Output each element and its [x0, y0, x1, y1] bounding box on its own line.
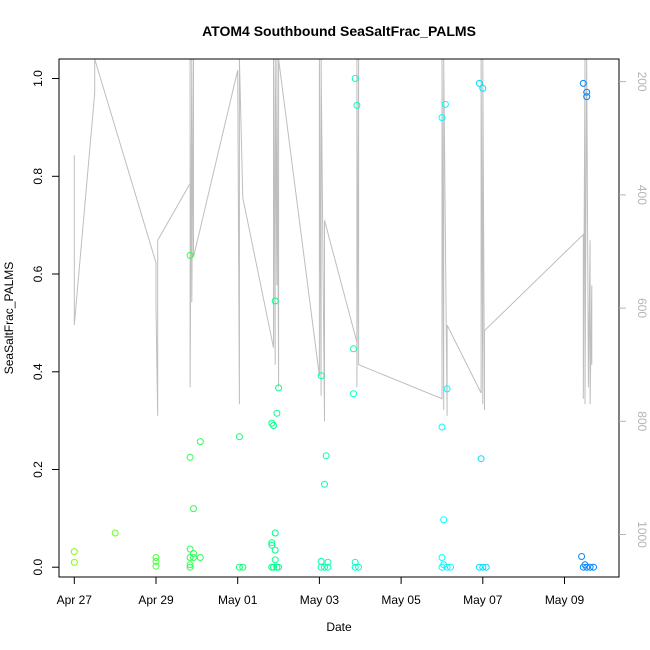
data-point: [583, 563, 591, 571]
chart-title: ATOM4 Southbound SeaSaltFrac_PALMS: [202, 23, 476, 39]
data-point: [321, 563, 328, 571]
data-point: [351, 563, 359, 571]
data-point: [271, 546, 279, 554]
y-axis-label: SeaSaltFrac_PALMS: [2, 262, 16, 375]
data-point: [578, 553, 586, 560]
y-tick-label: 0.8: [31, 168, 45, 185]
data-point: [190, 550, 197, 557]
data-point: [271, 556, 279, 564]
y-tick-label: 0.0: [31, 559, 45, 576]
data-point: [235, 563, 243, 571]
x-tick-label: May 07: [463, 593, 503, 607]
x-tick-label: May 05: [381, 593, 421, 607]
data-point: [351, 75, 359, 82]
data-point: [479, 563, 487, 571]
y-tick-label: 0.6: [31, 265, 45, 282]
data-point: [586, 563, 594, 571]
y-right-tick-label: 400: [635, 185, 649, 205]
data-point: [270, 422, 277, 429]
y-tick-label: 0.2: [31, 461, 45, 478]
points-group: [70, 75, 597, 571]
data-point: [440, 516, 448, 524]
y-right-tick-label: 200: [635, 72, 649, 92]
data-point: [438, 563, 446, 571]
data-point: [322, 452, 330, 460]
plot-frame: [58, 58, 620, 578]
y-right-tick-label: 600: [635, 298, 649, 318]
data-point: [186, 545, 194, 553]
data-point: [475, 79, 483, 87]
data-point: [268, 541, 276, 549]
data-point: [321, 480, 328, 488]
data-point: [579, 79, 587, 87]
data-point: [186, 251, 194, 259]
data-point: [317, 563, 325, 571]
data-point: [152, 557, 160, 565]
data-point: [196, 554, 204, 561]
data-point: [324, 558, 332, 566]
data-point: [152, 554, 160, 561]
data-point: [590, 563, 597, 571]
data-point: [441, 100, 449, 108]
data-point: [190, 554, 197, 561]
data-point: [482, 563, 490, 571]
data-point: [317, 557, 325, 565]
data-point: [438, 114, 446, 122]
data-point: [443, 563, 451, 571]
data-point: [111, 529, 119, 537]
data-point: [271, 297, 279, 305]
x-tick-label: May 01: [218, 593, 258, 607]
x-tick-label: May 03: [300, 593, 340, 607]
data-point: [355, 563, 363, 571]
data-point: [70, 558, 78, 566]
data-point: [186, 453, 194, 461]
y-right-tick-label: 800: [635, 411, 649, 431]
x-axis: Apr 27 Apr 29 May 01 May 03 May 05 May 07 May …: [57, 577, 585, 607]
data-point: [317, 372, 325, 380]
data-point: [186, 554, 194, 561]
altitude-line-group: [73, 58, 593, 422]
data-point: [350, 390, 357, 398]
data-point: [190, 505, 197, 513]
data-point: [477, 455, 485, 463]
data-point: [479, 84, 487, 92]
data-point: [583, 93, 591, 101]
data-point: [271, 529, 279, 537]
y-axis: 0.0 0.2 0.4 0.6 0.8 1.0: [31, 70, 59, 576]
data-point: [239, 563, 247, 571]
y-tick-label: 1.0: [31, 70, 45, 87]
data-point: [196, 438, 204, 446]
data-point: [270, 563, 277, 571]
data-point: [268, 539, 276, 547]
altitude-line: [73, 58, 593, 422]
y-tick-label: 0.4: [31, 363, 45, 380]
data-point: [186, 563, 194, 571]
data-point: [273, 409, 281, 417]
data-point: [186, 561, 194, 569]
x-tick-label: Apr 29: [138, 593, 174, 607]
data-point: [275, 384, 283, 392]
data-point: [324, 563, 332, 571]
y-axis-right: 200 400 600 800 1000: [619, 72, 649, 548]
data-point: [152, 562, 160, 570]
x-tick-label: Apr 27: [57, 593, 93, 607]
data-point: [273, 563, 281, 571]
data-point: [70, 548, 78, 556]
data-point: [438, 554, 446, 561]
data-point: [475, 563, 483, 571]
data-point: [350, 345, 357, 353]
data-point: [443, 385, 451, 393]
x-axis-label: Date: [326, 620, 352, 634]
data-point: [235, 433, 243, 441]
data-point: [351, 558, 359, 566]
data-point: [438, 423, 446, 431]
x-tick-label: May 09: [545, 593, 585, 607]
data-point: [353, 101, 361, 109]
data-point: [579, 563, 587, 571]
y-right-tick-label: 1000: [635, 521, 649, 548]
data-point: [447, 563, 454, 571]
data-point: [583, 88, 591, 96]
